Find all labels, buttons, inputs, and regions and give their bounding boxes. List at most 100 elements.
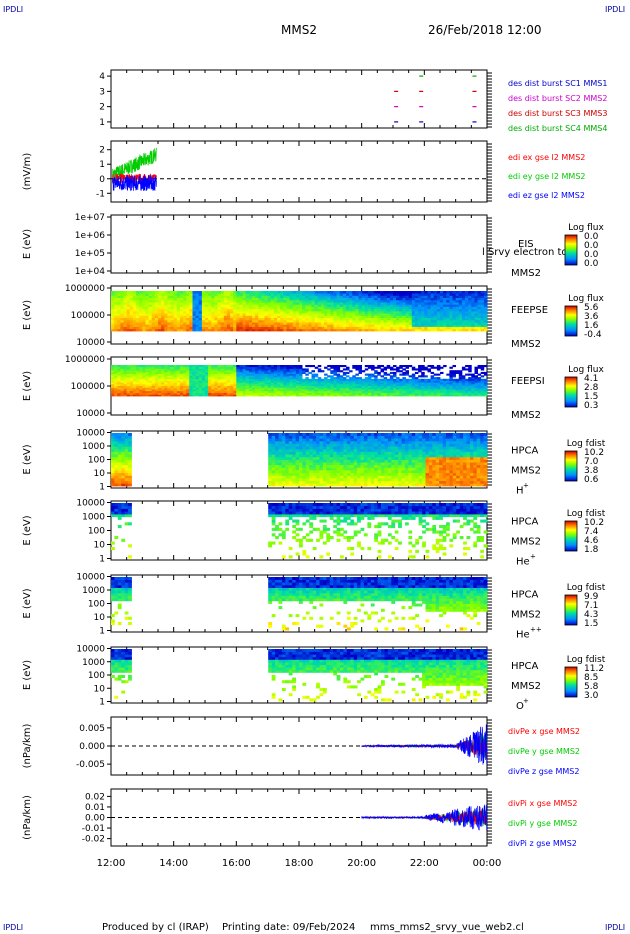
feepsi-heatmap-cell bbox=[346, 366, 350, 369]
feepse-heatmap-cell bbox=[148, 326, 153, 330]
feepsi-heatmap-cell bbox=[383, 392, 388, 395]
feepse-heatmap-cell bbox=[289, 308, 294, 312]
feepse-heatmap-cell bbox=[336, 299, 341, 303]
feepse-heatmap-cell bbox=[305, 324, 309, 327]
feepsi-heatmap-cell bbox=[389, 375, 394, 378]
feepse-heatmap-cell bbox=[220, 319, 225, 323]
feepsi-heatmap-cell bbox=[164, 380, 168, 383]
feepse-heatmap-cell bbox=[358, 293, 362, 296]
feepse-heatmap-cell bbox=[126, 317, 131, 321]
feepsi-heatmap-cell bbox=[186, 392, 190, 395]
feepsi-heatmap-cell bbox=[377, 394, 381, 397]
feepse-heatmap-cell bbox=[283, 324, 287, 327]
feepse-heatmap-cell bbox=[342, 311, 347, 314]
feepsi-heatmap-cell bbox=[295, 389, 300, 392]
feepse-heatmap-cell bbox=[239, 317, 243, 321]
feepse-heatmap-cell bbox=[480, 297, 485, 301]
feepsi-heatmap-cell bbox=[277, 366, 281, 369]
hpca_h-heatmap-cell bbox=[124, 464, 129, 468]
feepse-heatmap-cell bbox=[292, 299, 297, 303]
feepsi-heatmap-cell bbox=[233, 385, 237, 388]
feepse-heatmap-cell bbox=[396, 328, 400, 332]
feepse-heatmap-cell bbox=[289, 322, 294, 325]
feepsi-heatmap-cell bbox=[483, 387, 488, 390]
feepsi-heatmap-cell bbox=[267, 365, 272, 368]
hpca_h-heatmap-cell bbox=[268, 467, 272, 471]
feepsi-heatmap-cell bbox=[311, 392, 315, 395]
feepsi-heatmap-cell bbox=[436, 387, 441, 390]
feepse-heatmap-cell bbox=[302, 293, 306, 296]
feepsi-heatmap-cell bbox=[273, 375, 278, 378]
feepsi-heatmap-cell bbox=[436, 378, 441, 381]
feepse-heatmap-cell bbox=[458, 322, 463, 325]
hpca_h-heatmap-cell bbox=[114, 464, 119, 468]
hpca_h-heatmap-cell bbox=[111, 462, 115, 466]
feepsi-heatmap-cell bbox=[292, 394, 297, 397]
hpca_h-heatmap-cell bbox=[302, 472, 307, 476]
feepse-heatmap-cell bbox=[320, 295, 325, 298]
feepsi-heatmap-cell bbox=[311, 365, 315, 368]
feepse-heatmap-cell bbox=[361, 304, 366, 307]
feepse-heatmap-cell bbox=[255, 328, 259, 332]
feepse-heatmap-cell bbox=[349, 313, 353, 316]
feepsi-heatmap-cell bbox=[292, 370, 297, 373]
feepse-heatmap-cell bbox=[433, 313, 438, 316]
hpca_h-heatmap-cell bbox=[288, 451, 293, 455]
feepsi-heatmap-cell bbox=[126, 377, 131, 380]
feepse-heatmap-cell bbox=[183, 326, 187, 330]
feepsi-heatmap-cell bbox=[195, 392, 200, 395]
feepsi-heatmap-cell bbox=[211, 382, 215, 385]
feepsi-heatmap-cell bbox=[480, 390, 485, 393]
feepse-heatmap-cell bbox=[320, 317, 325, 321]
feepsi-heatmap-cell bbox=[477, 394, 482, 397]
feepse-heatmap-cell bbox=[443, 293, 447, 296]
feepsi-heatmap-cell bbox=[414, 389, 419, 392]
hpca_h-heatmap-cell bbox=[288, 433, 293, 436]
feepsi-heatmap-cell bbox=[273, 382, 278, 385]
feepsi-heatmap-cell bbox=[446, 390, 450, 393]
feepse-heatmap-cell bbox=[117, 297, 121, 301]
feepse-heatmap-cell bbox=[192, 324, 196, 327]
feepse-heatmap-cell bbox=[145, 319, 149, 323]
feepse-heatmap-cell bbox=[418, 302, 422, 305]
hpca_h-heatmap-cell bbox=[281, 440, 286, 444]
feepsi-heatmap-cell bbox=[380, 389, 384, 392]
feepsi-heatmap-cell bbox=[317, 383, 322, 386]
hpca_h-heatmap-cell bbox=[121, 472, 126, 476]
feepsi-heatmap-cell bbox=[145, 378, 149, 381]
feepse-heatmap-cell bbox=[327, 311, 331, 314]
feepse-heatmap-cell bbox=[158, 313, 162, 316]
feepsi-heatmap-cell bbox=[361, 392, 366, 395]
feepse-heatmap-cell bbox=[142, 302, 146, 305]
feepse-heatmap-cell bbox=[245, 297, 250, 301]
feepse-heatmap-cell bbox=[421, 308, 425, 312]
feepsi-heatmap-cell bbox=[136, 373, 140, 376]
feepse-heatmap-cell bbox=[283, 304, 287, 307]
feepsi-heatmap-cell bbox=[195, 387, 200, 390]
feepse-heatmap-cell bbox=[389, 302, 394, 305]
hpca_h-heatmap-cell bbox=[111, 478, 115, 482]
feepsi-heatmap-cell bbox=[151, 377, 156, 380]
feepsi-heatmap-cell bbox=[120, 373, 124, 376]
feepse-heatmap-cell bbox=[455, 324, 460, 327]
feepse-heatmap-cell bbox=[236, 313, 240, 316]
feepsi-heatmap-cell bbox=[142, 389, 146, 392]
feepse-heatmap-cell bbox=[132, 291, 137, 294]
feepsi-heatmap-cell bbox=[189, 366, 193, 369]
feepse-heatmap-cell bbox=[252, 317, 256, 321]
feepse-heatmap-cell bbox=[173, 315, 178, 318]
feepse-heatmap-cell bbox=[192, 299, 196, 303]
feepse-heatmap-cell bbox=[252, 326, 256, 330]
feepse-heatmap-cell bbox=[242, 326, 247, 330]
feepse-heatmap-cell bbox=[136, 291, 140, 294]
feepsi-heatmap-cell bbox=[330, 389, 334, 392]
feepse-heatmap-cell bbox=[179, 306, 184, 310]
feepsi-heatmap-cell bbox=[151, 373, 156, 376]
feepse-heatmap-cell bbox=[483, 313, 488, 316]
feepse-heatmap-cell bbox=[179, 299, 184, 303]
feepse-heatmap-cell bbox=[433, 295, 438, 298]
feepse-heatmap-cell bbox=[477, 299, 482, 303]
feepsi-heatmap-cell bbox=[299, 382, 303, 385]
feepse-heatmap-cell bbox=[342, 299, 347, 303]
feepse-heatmap-cell bbox=[430, 324, 435, 327]
